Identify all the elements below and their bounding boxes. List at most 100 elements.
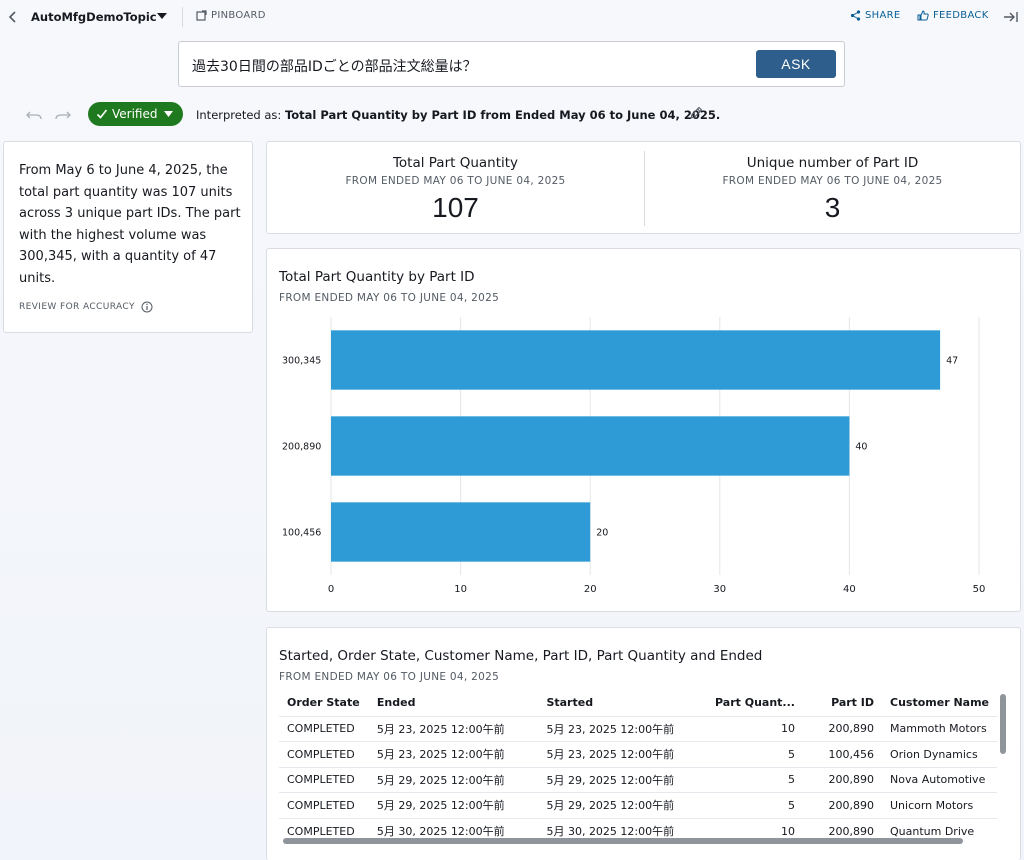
pinboard-button[interactable]: PINBOARD <box>196 10 266 21</box>
table-row[interactable]: COMPLETED 5月 29, 2025 12:00午前 5月 29, 202… <box>279 792 997 818</box>
divider <box>182 7 183 27</box>
interpreted-prefix: Interpreted as: <box>196 108 282 122</box>
cell-part-quantity: 5 <box>707 792 803 818</box>
topic-name[interactable]: AutoMfgDemoTopic <box>31 10 157 24</box>
pinboard-label: PINBOARD <box>211 10 266 21</box>
kpi-subtitle: FROM ENDED MAY 06 TO JUNE 04, 2025 <box>345 175 566 187</box>
kpi-total-part-quantity: Total Part Quantity FROM ENDED MAY 06 TO… <box>267 142 644 235</box>
table-title: Started, Order State, Customer Name, Par… <box>279 648 763 664</box>
bar <box>331 330 941 390</box>
cell-started: 5月 23, 2025 12:00午前 <box>538 715 708 742</box>
summary-card: From May 6 to June 4, 2025, the total pa… <box>3 141 253 333</box>
cell-customer-name: Nova Automotive <box>882 766 997 793</box>
column-header-customer-name[interactable]: Customer Name <box>890 696 989 710</box>
feedback-button[interactable]: FEEDBACK <box>917 10 989 21</box>
table-row[interactable]: COMPLETED 5月 29, 2025 12:00午前 5月 29, 202… <box>279 766 997 793</box>
kpi-title: Total Part Quantity <box>392 155 519 171</box>
cell-order-state: COMPLETED <box>279 792 369 818</box>
table-row[interactable]: COMPLETED 5月 23, 2025 12:00午前 5月 23, 202… <box>279 715 997 742</box>
cell-ended: 5月 29, 2025 12:00午前 <box>368 766 539 793</box>
column-header-part-quantity[interactable]: Part Quant... <box>715 696 795 710</box>
question-input[interactable]: 過去30日間の部品IDごとの部品注文総量は？ <box>192 59 477 75</box>
vertical-scrollbar[interactable] <box>1000 694 1006 754</box>
cell-part-quantity: 5 <box>707 741 803 767</box>
bar <box>331 502 591 562</box>
share-label: SHARE <box>865 10 901 21</box>
chevron-down-icon[interactable] <box>157 13 167 20</box>
bar-value-label: 20 <box>596 528 608 539</box>
interpretation-text: Interpreted as: Total Part Quantity by P… <box>196 108 720 122</box>
chevron-down-icon <box>163 111 173 117</box>
cell-ended: 5月 29, 2025 12:00午前 <box>368 792 539 818</box>
y-category-label: 100,456 <box>282 528 321 539</box>
column-header-order-state[interactable]: Order State <box>287 696 360 710</box>
table-row[interactable]: COMPLETED 5月 30, 2025 12:00午前 5月 30, 202… <box>279 817 997 844</box>
cell-part-id: 200,890 <box>802 766 882 793</box>
bar-chart: 0 10 20 30 40 50 300,345 47 200,890 40 100,456 20 <box>282 317 986 595</box>
cell-customer-name: Mammoth Motors <box>882 715 997 742</box>
cell-part-id: 200,890 <box>802 792 882 818</box>
cell-order-state: COMPLETED <box>279 715 369 742</box>
edit-pencil-icon[interactable] <box>689 106 703 120</box>
bar-value-label: 47 <box>946 356 958 367</box>
kpi-value: 107 <box>432 192 479 223</box>
pinboard-icon <box>196 10 207 21</box>
table-row[interactable]: COMPLETED 5月 23, 2025 12:00午前 5月 23, 202… <box>279 741 997 767</box>
question-box: 過去30日間の部品IDごとの部品注文総量は？ ASK <box>178 41 845 87</box>
x-tick-label: 10 <box>454 584 467 595</box>
cell-part-id: 100,456 <box>802 741 882 767</box>
redo-icon[interactable] <box>54 108 72 122</box>
table-header-row: Order State Ended Started Part Quant... … <box>279 690 997 716</box>
kpi-title: Unique number of Part ID <box>746 155 919 171</box>
y-category-label: 200,890 <box>282 442 321 453</box>
bar-value-label: 40 <box>855 442 867 453</box>
chart-subtitle: FROM ENDED MAY 06 TO JUNE 04, 2025 <box>279 292 500 304</box>
column-header-part-id[interactable]: Part ID <box>831 696 874 710</box>
y-category-label: 300,345 <box>282 356 321 367</box>
share-icon <box>850 10 861 21</box>
table-card: Started, Order State, Customer Name, Par… <box>266 627 1021 860</box>
review-for-accuracy[interactable]: REVIEW FOR ACCURACY <box>19 301 153 313</box>
kpi-subtitle: FROM ENDED MAY 06 TO JUNE 04, 2025 <box>722 175 943 187</box>
cell-started: 5月 23, 2025 12:00午前 <box>538 741 708 767</box>
kpi-unique-part-id: Unique number of Part ID FROM ENDED MAY … <box>644 142 1021 235</box>
feedback-icon <box>917 10 929 21</box>
collapse-panel-icon[interactable] <box>1003 10 1019 24</box>
x-tick-label: 40 <box>843 584 856 595</box>
kpi-divider <box>644 151 645 226</box>
cell-part-quantity: 5 <box>707 766 803 793</box>
kpi-value: 3 <box>824 192 841 223</box>
x-tick-label: 30 <box>713 584 726 595</box>
interpreted-query: Total Part Quantity by Part ID from Ende… <box>284 108 721 122</box>
info-icon[interactable] <box>141 301 153 313</box>
share-button[interactable]: SHARE <box>850 10 900 21</box>
column-header-started[interactable]: Started <box>546 696 594 710</box>
data-table: Order State Ended Started Part Quant... … <box>279 690 997 844</box>
chart-card: Total Part Quantity by Part ID FROM ENDE… <box>266 248 1021 612</box>
cell-customer-name: Unicorn Motors <box>882 792 997 818</box>
cell-ended: 5月 23, 2025 12:00午前 <box>368 715 539 742</box>
x-tick-label: 20 <box>584 584 597 595</box>
horizontal-scrollbar[interactable] <box>283 838 963 844</box>
chart-title: Total Part Quantity by Part ID <box>279 269 475 285</box>
column-header-ended[interactable]: Ended <box>376 696 416 710</box>
summary-text: From May 6 to June 4, 2025, the total pa… <box>19 163 241 286</box>
back-icon[interactable] <box>7 10 19 24</box>
bar <box>331 416 850 476</box>
cell-order-state: COMPLETED <box>279 766 369 793</box>
x-tick-label: 50 <box>973 584 986 595</box>
x-tick-label: 0 <box>328 584 334 595</box>
cell-ended: 5月 23, 2025 12:00午前 <box>368 741 539 767</box>
review-label: REVIEW FOR ACCURACY <box>19 302 135 312</box>
ask-button[interactable]: ASK <box>756 50 836 78</box>
cell-started: 5月 29, 2025 12:00午前 <box>538 792 708 818</box>
verified-label: Verified <box>112 107 158 121</box>
undo-icon[interactable] <box>25 108 43 122</box>
feedback-label: FEEDBACK <box>933 10 989 21</box>
kpi-card: Total Part Quantity FROM ENDED MAY 06 TO… <box>266 141 1021 234</box>
cell-customer-name: Orion Dynamics <box>882 741 997 767</box>
top-bar: AutoMfgDemoTopic PINBOARD SHARE FEEDBACK <box>0 0 1024 34</box>
cell-order-state: COMPLETED <box>279 741 369 767</box>
verified-badge[interactable]: Verified <box>88 102 183 126</box>
table-subtitle: FROM ENDED MAY 06 TO JUNE 04, 2025 <box>279 671 500 683</box>
